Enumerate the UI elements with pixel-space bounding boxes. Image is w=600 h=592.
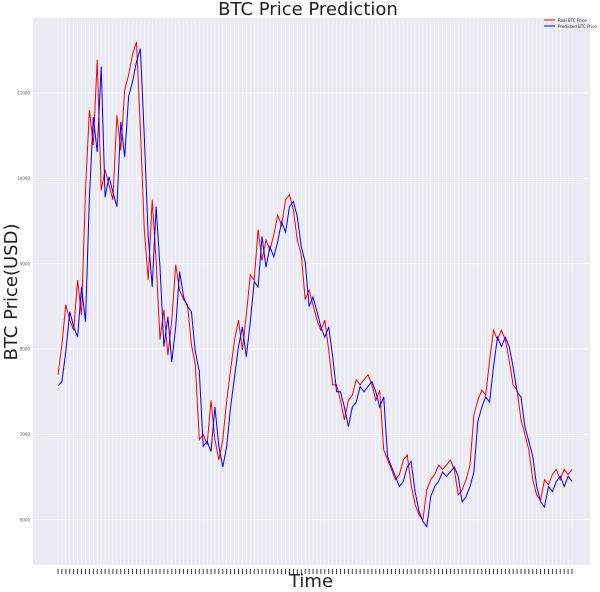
legend: Real BTC Price Predicted BTC Price — [544, 18, 597, 29]
x-axis-label: Time — [288, 571, 333, 592]
real-price-line — [57, 41, 573, 522]
y-tick-label: 9000 — [20, 261, 31, 266]
legend-label-real: Real BTC Price — [558, 18, 587, 23]
plot-area — [33, 18, 590, 565]
legend-label-predicted: Predicted BTC Price — [558, 24, 597, 29]
y-tick-label: 7000 — [20, 432, 31, 437]
predicted-price-line — [57, 48, 573, 528]
y-tick-label: 11000 — [17, 91, 30, 96]
y-tick-label: 10000 — [17, 176, 30, 181]
y-axis-label: BTC Price(USD) — [1, 224, 22, 361]
chart-title: BTC Price Prediction — [218, 0, 398, 20]
y-tick-label: 6000 — [20, 517, 31, 522]
y-tick-label: 8000 — [20, 347, 31, 352]
